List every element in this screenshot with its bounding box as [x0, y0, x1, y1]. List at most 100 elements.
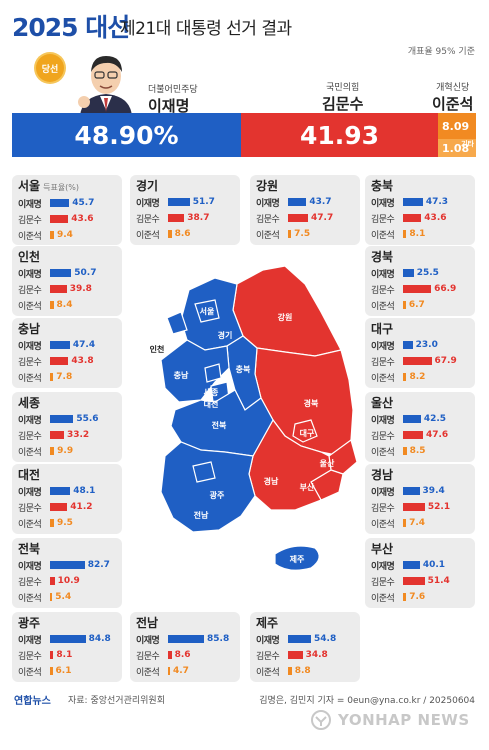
- region-row-kim-ms: 김문수 52.1: [371, 499, 469, 515]
- vote-share-bar: [403, 431, 423, 439]
- vote-share-value: 6.1: [55, 666, 72, 676]
- map-region-gyeongnam: [248, 418, 332, 511]
- candidate-label: 이재명: [18, 199, 42, 210]
- candidate-label: 이준석: [18, 447, 42, 458]
- region-row-kim-ms: 김문수 38.7: [136, 210, 234, 226]
- map-label-gyeonggi: 경기: [218, 330, 233, 340]
- vote-share-bar: [403, 357, 432, 365]
- winner-portrait-illustration: [78, 56, 132, 116]
- candidate-label: 이재명: [371, 561, 395, 572]
- region-row-lee-js: 이준석 8.2: [371, 369, 469, 385]
- map-label-daejeon: 대전: [204, 399, 219, 409]
- region-name: 충북: [371, 179, 469, 194]
- region-card: 강원 이재명 43.7 김문수 47.7 이준석 7.5: [250, 175, 360, 245]
- region-row-lee-jm: 이재명 82.7: [18, 557, 116, 573]
- map-label-chungnam: 충남: [174, 370, 189, 380]
- vote-share-value: 8.5: [409, 446, 426, 456]
- candidate-label: 이준석: [371, 301, 395, 312]
- candidate-party: 국민의힘: [326, 83, 360, 93]
- region-row-lee-jm: 이재명 54.8: [256, 631, 354, 647]
- vote-share-bar: [50, 269, 72, 277]
- map-label-gyeongbuk: 경북: [304, 398, 319, 408]
- vote-share-value: 9.4: [56, 230, 73, 240]
- map-label-busan: 부산: [300, 482, 315, 492]
- vote-share-value: 67.9: [434, 356, 457, 366]
- candidate-label: 김문수: [136, 651, 160, 662]
- candidate-name: 이재명: [148, 97, 190, 115]
- region-row-lee-js: 이준석 7.8: [18, 369, 116, 385]
- candidate-label: 김문수: [18, 651, 42, 662]
- vote-share-bar: [403, 198, 423, 206]
- map-label-chungbuk: 충북: [236, 364, 251, 374]
- candidate-label: 김문수: [18, 357, 42, 368]
- region-card: 경남 이재명 39.4 김문수 52.1 이준석 7.4: [365, 464, 475, 534]
- map-region-gwangju: [192, 461, 216, 483]
- region-name-text: 서울: [18, 179, 41, 193]
- region-card: 광주 이재명 84.8 김문수 8.1 이준석 6.1: [12, 612, 122, 682]
- national-bar-other-value: 1.08: [442, 141, 470, 155]
- region-name: 대전: [18, 468, 116, 483]
- region-name: 울산: [371, 396, 469, 411]
- region-name: 세종: [18, 396, 116, 411]
- vote-share-value: 41.2: [70, 502, 93, 512]
- region-card: 인천 이재명 50.7 김문수 39.8 이준석 8.4: [12, 246, 122, 316]
- vote-share-bar: [403, 577, 425, 585]
- vote-share-bar: [288, 214, 309, 222]
- candidate-label: 이준석: [371, 593, 395, 604]
- candidate-lee-jm: 더불어민주당 이재명: [148, 82, 198, 116]
- map-region-sejong: [204, 363, 222, 383]
- vote-share-value: 51.7: [192, 197, 215, 207]
- reporter-credit: 김명은, 김민지 기자 = 0eun@yna.co.kr / 20250604: [259, 696, 475, 706]
- vote-share-bar: [403, 269, 414, 277]
- vote-share-value: 54.8: [314, 634, 337, 644]
- region-row-kim-ms: 김문수 43.8: [18, 353, 116, 369]
- region-row-kim-ms: 김문수 34.8: [256, 647, 354, 663]
- vote-share-value: 50.7: [74, 268, 97, 278]
- vote-share-bar: [50, 447, 55, 455]
- vote-share-bar: [403, 561, 420, 569]
- region-row-lee-js: 이준석 8.1: [371, 226, 469, 242]
- vote-share-value: 6.7: [408, 300, 425, 310]
- candidate-label: 이준석: [136, 667, 160, 678]
- yonhap-logo: 연합뉴스: [14, 696, 51, 707]
- vote-share-bar: [50, 487, 71, 495]
- region-name-text: 경남: [371, 468, 394, 482]
- candidate-label: 김문수: [371, 431, 395, 442]
- region-row-lee-jm: 이재명 47.3: [371, 194, 469, 210]
- vote-share-value: 42.5: [423, 414, 447, 424]
- region-row-lee-js: 이준석 7.4: [371, 515, 469, 531]
- vote-share-value: 47.6: [425, 430, 449, 440]
- vote-share-value: 39.8: [69, 284, 92, 294]
- candidate-label: 이재명: [18, 341, 42, 352]
- candidate-label: 이준석: [371, 373, 395, 384]
- region-row-lee-js: 이준석 8.4: [18, 297, 116, 313]
- vote-share-value: 8.1: [409, 229, 426, 239]
- national-bar-other-label: 기타: [461, 140, 474, 148]
- region-name: 경남: [371, 468, 469, 483]
- vote-share-bar: [403, 373, 407, 381]
- candidate-party: 개혁신당: [436, 83, 470, 93]
- region-row-kim-ms: 김문수 43.6: [371, 210, 469, 226]
- region-row-lee-js: 이준석 6.7: [371, 297, 469, 313]
- vote-share-value: 43.7: [309, 197, 332, 207]
- candidate-label: 이준석: [371, 519, 395, 530]
- candidate-label: 김문수: [18, 431, 42, 442]
- map-label-incheon: 인천: [150, 344, 165, 354]
- vote-share-bar: [50, 199, 70, 207]
- region-row-kim-ms: 김문수 33.2: [18, 427, 116, 443]
- region-row-lee-js: 이준석 6.1: [18, 663, 116, 679]
- region-row-kim-ms: 김문수 67.9: [371, 353, 469, 369]
- region-card: 대전 이재명 48.1 김문수 41.2 이준석 9.5: [12, 464, 122, 534]
- vote-share-bar: [403, 503, 425, 511]
- vote-share-value: 43.6: [424, 213, 447, 223]
- vote-share-bar: [168, 198, 190, 206]
- count-rate-note: 개표율 95% 기준: [407, 47, 475, 57]
- region-row-lee-js: 이준석 7.5: [256, 226, 354, 242]
- region-row-lee-jm: 이재명 25.5: [371, 265, 469, 281]
- candidate-label: 이재명: [18, 415, 42, 426]
- vote-share-value: 47.7: [311, 213, 334, 223]
- candidate-label: 이재명: [136, 198, 160, 209]
- candidate-label: 김문수: [18, 285, 42, 296]
- vote-share-value: 8.4: [56, 300, 73, 310]
- candidate-label: 이재명: [371, 198, 395, 209]
